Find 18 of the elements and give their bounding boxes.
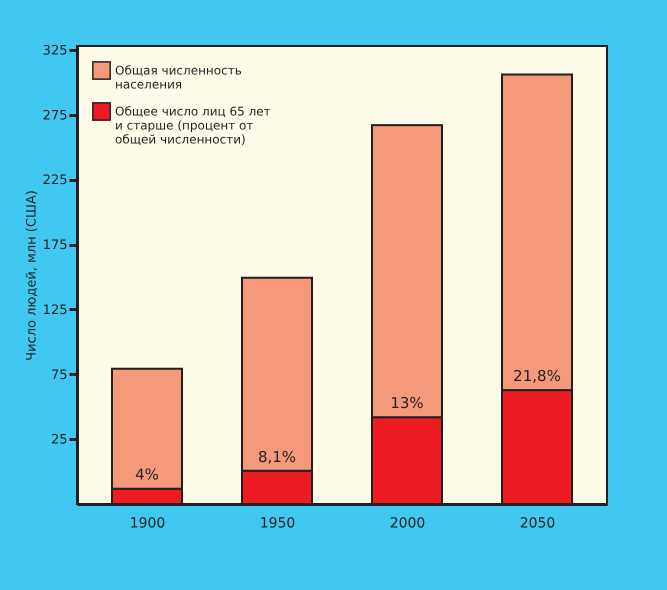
- y-tick-label: 175: [42, 238, 68, 254]
- x-tick-label: 1900: [130, 516, 166, 532]
- y-tick-label: 75: [50, 368, 68, 383]
- annotation: 21,8%: [513, 367, 561, 386]
- x-tick-label: 1950: [260, 516, 296, 532]
- annotation: 8,1%: [258, 448, 296, 466]
- y-tick-label: 125: [42, 302, 68, 318]
- annotation: 4%: [135, 466, 159, 484]
- y-tick-label: 25: [50, 432, 68, 448]
- x-tick-label: 2000: [390, 516, 426, 532]
- y-tick-label: 325: [42, 43, 68, 58]
- y-axis-title: Число людей, млн (США): [24, 190, 40, 361]
- legend-label: Общая численность населения: [115, 64, 242, 92]
- legend-label: Общее число лиц 65 лет и старше (процент от общей численности): [115, 104, 271, 146]
- y-tick-label: 225: [42, 173, 68, 188]
- x-tick-label: 2050: [520, 516, 556, 532]
- y-tick-label: 275: [42, 108, 68, 124]
- annotation: 13%: [390, 394, 424, 412]
